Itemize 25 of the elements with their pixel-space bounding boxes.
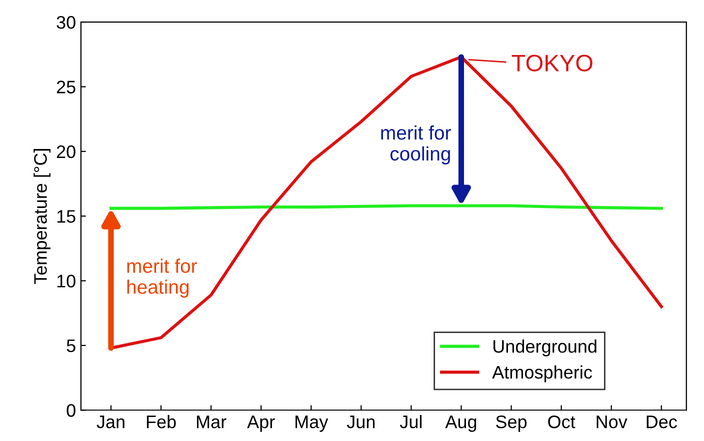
annotation: merit for cooling <box>381 125 451 164</box>
x-tick-label: Jan <box>96 416 124 428</box>
y-axis-title: Temperature [°C] <box>34 149 50 284</box>
annotation: merit for heating <box>127 258 197 298</box>
x-tick-label: Dec <box>646 416 677 428</box>
legend-label: Underground <box>494 340 596 356</box>
y-tick-label: 20 <box>56 145 76 158</box>
x-tick-label: Apr <box>247 416 275 432</box>
legend-label: Atmospheric <box>492 365 592 382</box>
x-tick-label: Nov <box>596 416 628 428</box>
x-tick-label: Jul <box>400 414 422 428</box>
x-tick-label: Aug <box>445 416 476 432</box>
x-tick-label: Mar <box>196 416 226 428</box>
x-tick-label: Oct <box>548 415 576 428</box>
x-tick-label: Feb <box>146 414 176 428</box>
x-tick-label: Jun <box>346 416 375 428</box>
y-tick-label: 30 <box>56 16 76 29</box>
y-tick-label: 5 <box>66 340 76 352</box>
x-tick-label: May <box>296 416 328 432</box>
y-tick-label: 15 <box>57 210 76 223</box>
annotation: TOKYO <box>512 54 592 72</box>
y-tick-label: 0 <box>66 404 76 417</box>
y-tick-label: 25 <box>56 80 76 94</box>
y-tick-label: 10 <box>57 274 76 288</box>
x-tick-label: Sep <box>496 415 527 432</box>
